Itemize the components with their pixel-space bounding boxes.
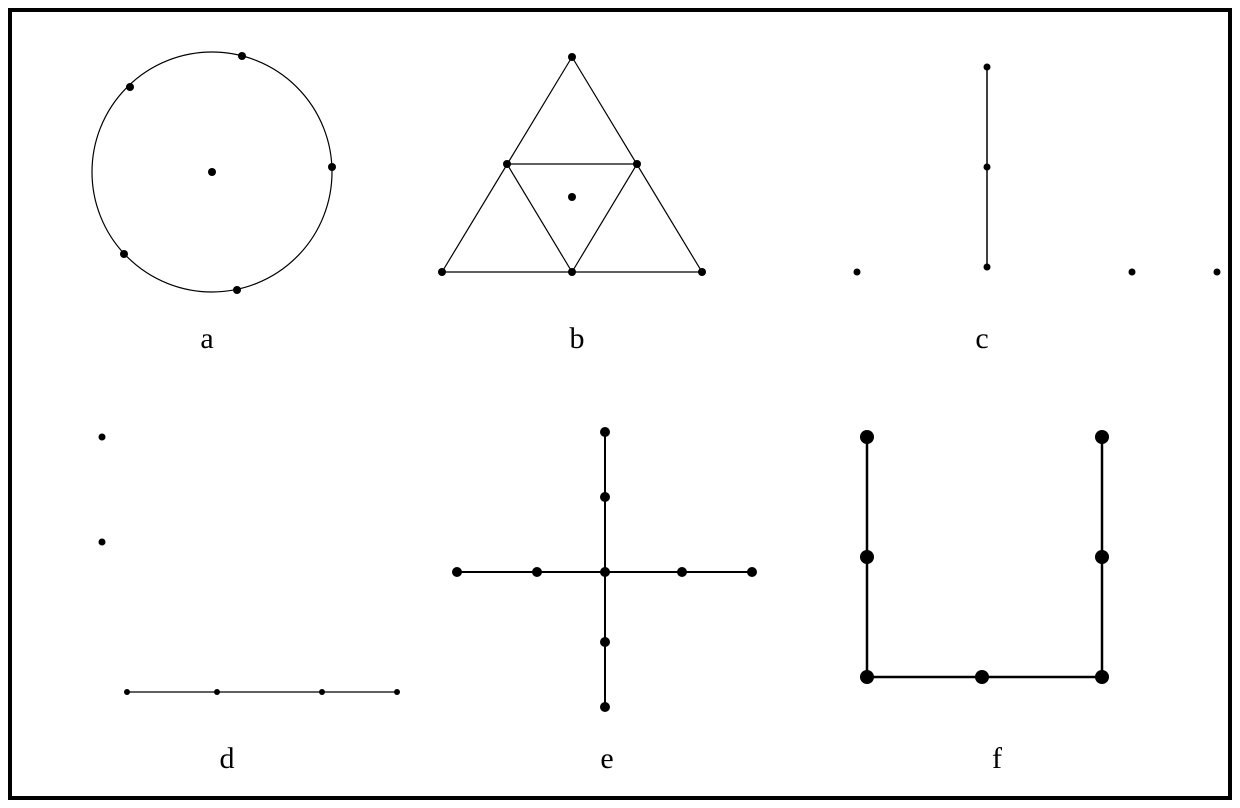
cross-point — [532, 567, 542, 577]
scattered-point-mid — [99, 539, 106, 546]
u-point — [1095, 550, 1109, 564]
diagram-e — [442, 412, 762, 722]
cross-point — [600, 637, 610, 647]
u-point — [975, 670, 989, 684]
cross-point — [677, 567, 687, 577]
u-point — [1095, 670, 1109, 684]
u-path — [867, 437, 1102, 677]
point-center — [208, 168, 216, 176]
line-point-1 — [124, 689, 130, 695]
u-point — [1095, 430, 1109, 444]
line-point-bottom — [984, 264, 991, 271]
u-point — [860, 430, 874, 444]
cross-point — [747, 567, 757, 577]
line-point-mid — [984, 164, 991, 171]
vertex-top — [568, 53, 576, 61]
point-bottom — [233, 286, 241, 294]
vertex-mid-right — [633, 160, 641, 168]
diagram-frame: a b c d — [8, 8, 1232, 800]
scattered-point-3 — [1214, 269, 1221, 276]
diagram-f — [842, 412, 1142, 722]
inner-triangle — [507, 164, 637, 272]
label-e: e — [587, 742, 627, 776]
label-d: d — [207, 742, 247, 776]
label-f: f — [977, 742, 1017, 776]
scattered-point-1 — [854, 269, 861, 276]
diagram-d — [62, 412, 422, 722]
point-right — [328, 163, 336, 171]
point-centroid — [568, 193, 576, 201]
line-point-top — [984, 64, 991, 71]
line-point-4 — [394, 689, 400, 695]
cross-point — [600, 492, 610, 502]
cross-point — [600, 702, 610, 712]
diagram-b — [412, 42, 732, 302]
vertex-right — [698, 268, 706, 276]
u-point — [860, 670, 874, 684]
line-point-3 — [319, 689, 325, 695]
u-point — [860, 550, 874, 564]
line-point-2 — [214, 689, 220, 695]
vertex-mid-bottom — [568, 268, 576, 276]
label-b: b — [557, 322, 597, 356]
cross-point — [452, 567, 462, 577]
scattered-point-top — [99, 434, 106, 441]
diagram-c — [812, 52, 1232, 302]
point-lower-left — [120, 250, 128, 258]
cross-point — [600, 427, 610, 437]
point-upper-left — [126, 83, 134, 91]
cross-point — [600, 567, 610, 577]
label-a: a — [187, 322, 227, 356]
vertex-left — [438, 268, 446, 276]
label-c: c — [962, 322, 1002, 356]
diagram-a — [72, 32, 352, 312]
scattered-point-2 — [1129, 269, 1136, 276]
point-top — [238, 52, 246, 60]
vertex-mid-left — [503, 160, 511, 168]
